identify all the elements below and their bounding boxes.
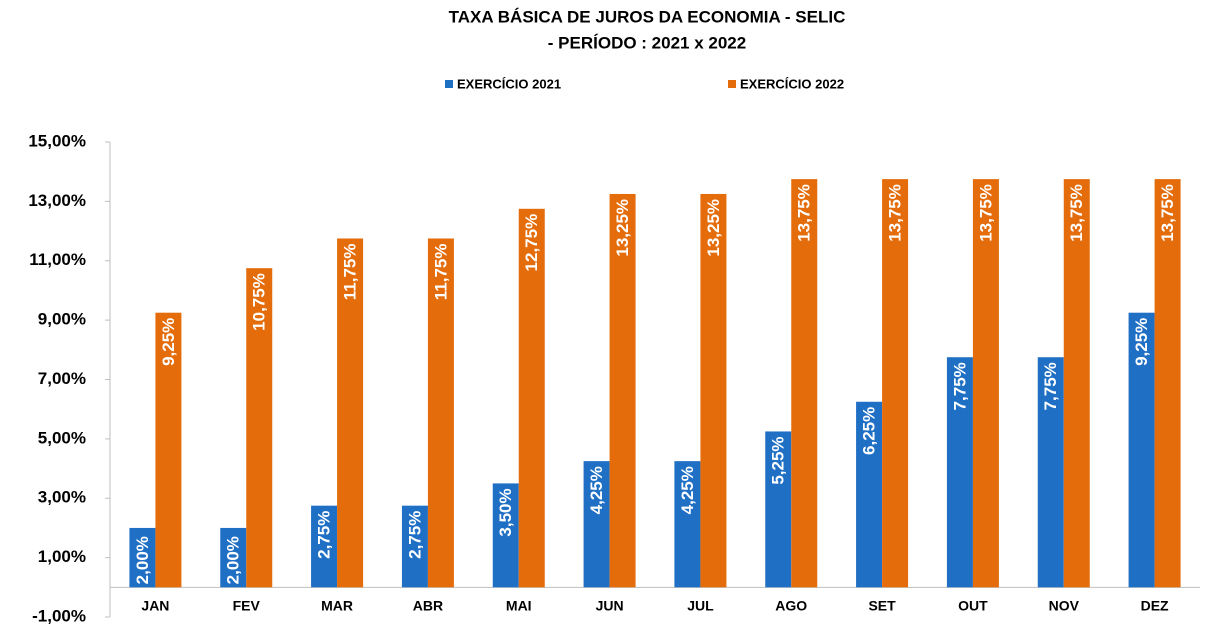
y-tick-label: 3,00% bbox=[38, 488, 86, 507]
x-tick-label: JUL bbox=[687, 598, 714, 614]
value-label: 10,75% bbox=[250, 273, 269, 331]
x-tick-label: DEZ bbox=[1141, 598, 1169, 614]
bar bbox=[700, 193, 727, 588]
value-label: 13,75% bbox=[886, 184, 905, 242]
value-label: 12,75% bbox=[522, 214, 541, 272]
bar bbox=[583, 461, 610, 588]
value-label: 6,25% bbox=[860, 407, 879, 455]
value-label: 13,75% bbox=[795, 184, 814, 242]
value-label: 9,25% bbox=[159, 318, 178, 366]
value-label: 2,75% bbox=[315, 511, 334, 559]
legend-swatch bbox=[728, 80, 736, 88]
chart-subtitle: - PERÍODO : 2021 x 2022 bbox=[548, 33, 746, 52]
y-tick-label: 5,00% bbox=[38, 428, 86, 447]
x-tick-label: ABR bbox=[413, 598, 443, 614]
bar bbox=[946, 357, 973, 588]
x-tick-label: AGO bbox=[775, 598, 807, 614]
bar bbox=[401, 505, 428, 588]
x-tick-label: SET bbox=[868, 598, 896, 614]
y-tick-label: 15,00% bbox=[28, 131, 86, 150]
bar bbox=[129, 527, 156, 588]
value-label: 7,75% bbox=[950, 362, 969, 410]
value-label: 5,25% bbox=[769, 436, 788, 484]
bar bbox=[246, 268, 273, 588]
value-label: 13,25% bbox=[704, 199, 723, 257]
value-label: 11,75% bbox=[431, 243, 450, 300]
x-tick-label: JAN bbox=[141, 598, 169, 614]
value-label: 4,25% bbox=[678, 466, 697, 514]
bar bbox=[609, 193, 636, 588]
value-label: 11,75% bbox=[341, 243, 360, 300]
value-label: 3,50% bbox=[496, 488, 515, 536]
x-tick-label: JUN bbox=[596, 598, 624, 614]
chart-title: TAXA BÁSICA DE JUROS DA ECONOMIA - SELIC bbox=[449, 7, 846, 26]
bar bbox=[518, 208, 545, 588]
y-tick-label: 1,00% bbox=[38, 547, 86, 566]
y-tick-label: 13,00% bbox=[28, 191, 86, 210]
y-tick-label: 11,00% bbox=[29, 250, 86, 269]
legend-label: EXERCÍCIO 2022 bbox=[740, 76, 844, 91]
value-label: 13,75% bbox=[976, 184, 995, 242]
value-label: 4,25% bbox=[587, 466, 606, 514]
bar bbox=[155, 312, 182, 588]
bar bbox=[1063, 179, 1090, 588]
bar bbox=[1128, 312, 1155, 588]
bar bbox=[311, 505, 338, 588]
value-label: 7,75% bbox=[1041, 362, 1060, 410]
x-tick-label: NOV bbox=[1049, 598, 1080, 614]
x-tick-label: OUT bbox=[958, 598, 988, 614]
x-tick-label: MAI bbox=[506, 598, 532, 614]
bar bbox=[1154, 179, 1181, 588]
legend-swatch bbox=[445, 80, 453, 88]
bar bbox=[492, 483, 519, 588]
value-label: 13,75% bbox=[1067, 184, 1086, 242]
legend-label: EXERCÍCIO 2021 bbox=[457, 76, 561, 91]
value-label: 2,00% bbox=[133, 536, 152, 584]
y-tick-label: -1,00% bbox=[32, 606, 86, 625]
bar bbox=[882, 179, 909, 588]
bar bbox=[337, 238, 364, 588]
value-label: 9,25% bbox=[1132, 318, 1151, 366]
bar bbox=[220, 527, 247, 588]
bar bbox=[427, 238, 454, 588]
value-label: 2,00% bbox=[224, 536, 243, 584]
y-tick-label: 9,00% bbox=[38, 310, 86, 329]
value-label: 13,75% bbox=[1158, 184, 1177, 242]
value-label: 13,25% bbox=[613, 199, 632, 257]
bar bbox=[791, 179, 818, 588]
x-tick-label: FEV bbox=[233, 598, 261, 614]
value-label: 2,75% bbox=[405, 511, 424, 559]
bar bbox=[856, 401, 883, 588]
bar bbox=[674, 461, 701, 588]
bar bbox=[972, 179, 999, 588]
y-tick-label: 7,00% bbox=[38, 369, 86, 388]
bar bbox=[765, 431, 792, 588]
bar bbox=[1037, 357, 1064, 588]
x-tick-label: MAR bbox=[321, 598, 353, 614]
